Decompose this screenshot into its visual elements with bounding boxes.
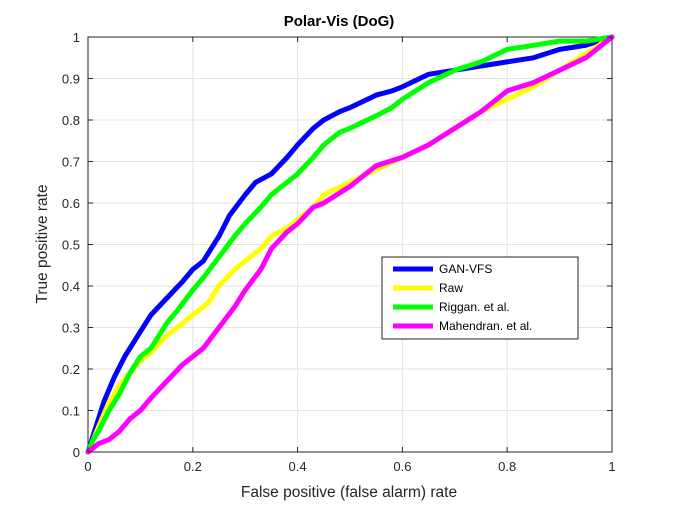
y-tick-label: 0.4 bbox=[62, 279, 80, 294]
series-line-mahendran-et-al bbox=[85, 34, 615, 455]
x-tick-label: 0 bbox=[84, 459, 91, 474]
legend-label: GAN-VFS bbox=[439, 262, 492, 276]
y-tick-label: 1 bbox=[73, 30, 80, 45]
y-tick-label: 0.9 bbox=[62, 72, 80, 87]
y-tick-label: 0 bbox=[73, 445, 80, 460]
y-tick-label: 0.1 bbox=[62, 404, 80, 419]
y-tick-label: 0.8 bbox=[62, 113, 80, 128]
legend-label: Mahendran. et al. bbox=[439, 319, 532, 333]
legend-label: Raw bbox=[439, 281, 463, 295]
y-axis-label: True positive rate bbox=[34, 184, 51, 303]
x-tick-label: 0.8 bbox=[498, 459, 516, 474]
grid bbox=[87, 36, 613, 453]
series-layer bbox=[85, 34, 615, 455]
ticks-layer: 0 0.2 0.4 0.6 0.8 1 0 0.1 0.2 0.3 0.4 0.5 0.6 0.7 0.8 0… bbox=[62, 30, 616, 474]
y-tick-label: 0.5 bbox=[62, 238, 80, 253]
legend-label: Riggan. et al. bbox=[439, 300, 510, 314]
x-axis-label: False positive (false alarm) rate bbox=[241, 484, 457, 501]
legend: GAN-VFS Raw Riggan. et al. Mahendran. et al… bbox=[381, 256, 579, 340]
y-tick-label: 0.6 bbox=[62, 196, 80, 211]
y-tick-label: 0.2 bbox=[62, 362, 80, 377]
x-tick-label: 0.6 bbox=[393, 459, 411, 474]
y-tick-label: 0.3 bbox=[62, 321, 80, 336]
series-line-riggan-et-al bbox=[85, 34, 615, 455]
chart-title: Polar-Vis (DoG) bbox=[284, 13, 395, 30]
x-tick-label: 0.2 bbox=[184, 459, 202, 474]
x-tick-label: 1 bbox=[608, 459, 615, 474]
x-tick-label: 0.4 bbox=[289, 459, 307, 474]
y-tick-label: 0.7 bbox=[62, 155, 80, 170]
